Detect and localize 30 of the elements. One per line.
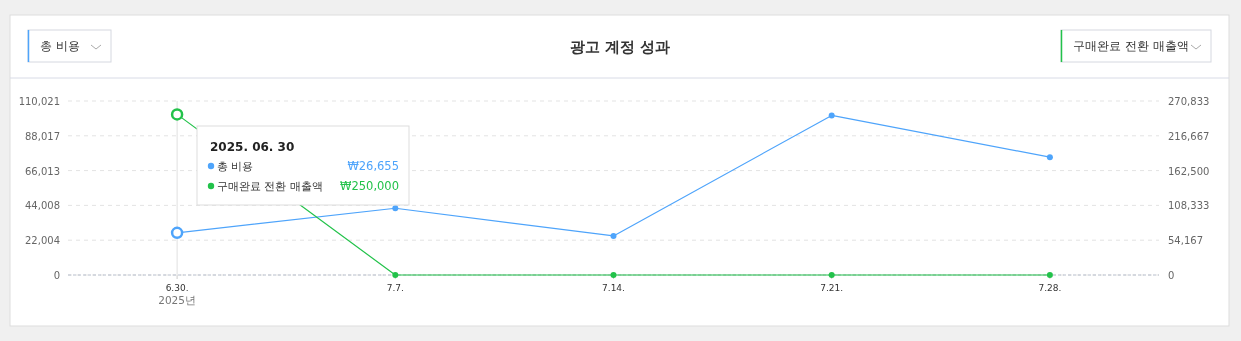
y-tick-label: 0 <box>53 270 60 281</box>
y2-tick-label: 162,500 <box>1168 165 1210 177</box>
legend-label: 총 비용 <box>217 160 254 173</box>
chart-title: 광고 계정 성과 <box>569 38 671 56</box>
point <box>828 112 835 119</box>
y2-tick-label: 270,833 <box>1168 96 1210 107</box>
y2-tick-label: 54,167 <box>1168 235 1203 247</box>
y2-tick-label: 108,333 <box>1168 200 1210 212</box>
annotation: ₩250,000 <box>340 179 399 193</box>
point <box>1046 154 1053 161</box>
point <box>392 205 399 212</box>
y-tick-label: 22,004 <box>25 235 60 247</box>
y-tick-label: 44,008 <box>25 200 60 212</box>
dropdown: 총 비용 <box>27 29 112 63</box>
y2-tick-label: 0 <box>1168 270 1175 281</box>
y-tick-label: 66,013 <box>25 165 60 177</box>
y2-tick-label: 216,667 <box>1168 130 1210 142</box>
x-tick-label: 7.14. <box>602 283 625 293</box>
annotation: 2025. 06. 30 <box>210 140 295 154</box>
text: 2025년 <box>158 294 196 306</box>
point <box>610 232 617 239</box>
y-tick-label: 88,017 <box>25 130 60 142</box>
dropdown: 구매완료 전환 매출액 <box>1060 29 1212 63</box>
x-tick-label: 6.30. <box>165 283 189 293</box>
x-tick-label: 7.21. <box>820 283 844 293</box>
y-tick-label: 110,021 <box>18 96 60 107</box>
x-tick-label: 7.28. <box>1038 283 1062 293</box>
x-tick-label: 7.7. <box>386 283 404 293</box>
legend-label: 구매완료 전환 매출액 <box>217 180 323 193</box>
annotation: ₩26,655 <box>347 159 399 173</box>
